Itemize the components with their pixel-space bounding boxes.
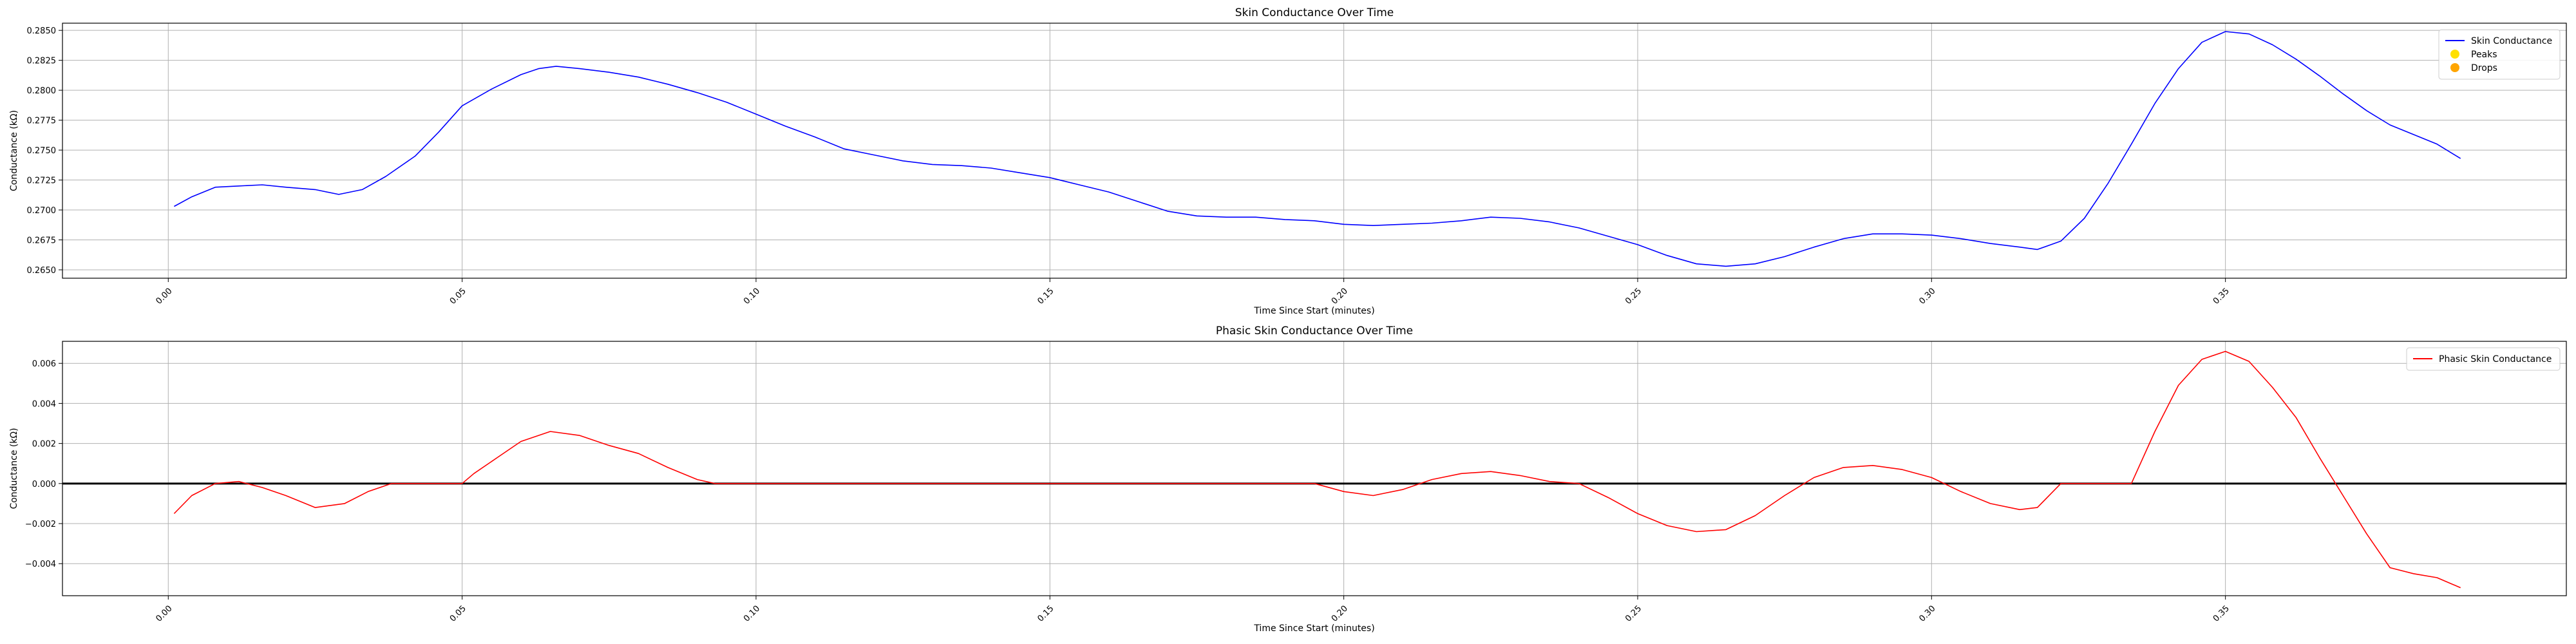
y-tick-label: 0.006 <box>32 359 56 369</box>
y-tick-label: 0.2775 <box>27 117 57 126</box>
legend-label-skin-conductance: Skin Conductance <box>2471 36 2552 46</box>
x-tick-label: 0.10 <box>742 604 762 624</box>
x-tick-label: 0.30 <box>1917 287 1937 307</box>
x-tick-label: 0.20 <box>1330 287 1350 307</box>
x-tick-label: 0.15 <box>1036 604 1056 624</box>
x-tick-label: 0.10 <box>742 287 762 307</box>
series-line-phasic-skin-conductance <box>173 350 2461 589</box>
plot-frame <box>62 23 2567 279</box>
legend-swatch-drops <box>2450 63 2459 72</box>
legend-label-phasic-skin-conductance: Phasic Skin Conductance <box>2439 354 2552 365</box>
chart-title: Phasic Skin Conductance Over Time <box>1216 325 1413 337</box>
legend-label-drops: Drops <box>2471 63 2497 73</box>
y-tick-label: −0.004 <box>25 560 56 569</box>
x-tick-label: 0.35 <box>2211 287 2231 307</box>
y-tick-label: 0.2750 <box>27 146 57 156</box>
x-tick-label: 0.20 <box>1330 604 1350 624</box>
y-tick-label: 0.2700 <box>27 206 57 216</box>
y-tick-label: 0.002 <box>32 440 56 450</box>
y-tick-label: 0.2675 <box>27 236 57 246</box>
y-tick-label: 0.2850 <box>27 26 57 36</box>
x-axis-label: Time Since Start (minutes) <box>1253 306 1374 316</box>
chart-title: Skin Conductance Over Time <box>1235 6 1394 19</box>
legend-box <box>2438 29 2561 80</box>
y-tick-label: 0.2725 <box>27 176 57 186</box>
y-tick-label: 0.004 <box>32 399 56 409</box>
plot-frame <box>62 341 2567 596</box>
legend-label-peaks: Peaks <box>2471 50 2497 60</box>
x-tick-label: 0.30 <box>1917 604 1937 624</box>
y-tick-label: 0.2650 <box>27 266 57 276</box>
x-tick-label: 0.00 <box>154 287 174 307</box>
y-axis-label: Conductance (kΩ) <box>9 110 19 191</box>
x-tick-label: 0.35 <box>2211 604 2231 624</box>
x-tick-label: 0.05 <box>448 604 468 624</box>
y-tick-label: −0.002 <box>25 520 56 529</box>
x-tick-label: 0.15 <box>1036 287 1056 307</box>
x-tick-label: 0.25 <box>1624 604 1643 624</box>
x-axis-label: Time Since Start (minutes) <box>1253 623 1374 634</box>
x-tick-label: 0.25 <box>1624 287 1643 307</box>
x-tick-label: 0.05 <box>448 287 468 307</box>
y-axis-label: Conductance (kΩ) <box>9 428 19 509</box>
y-tick-label: 0.000 <box>32 480 56 489</box>
y-tick-label: 0.2800 <box>27 86 57 96</box>
legend-box <box>2406 347 2561 371</box>
series-line-skin-conductance <box>174 31 2461 267</box>
y-tick-label: 0.2825 <box>27 57 57 66</box>
legend-swatch-peaks <box>2450 50 2459 59</box>
x-tick-label: 0.00 <box>154 604 174 624</box>
